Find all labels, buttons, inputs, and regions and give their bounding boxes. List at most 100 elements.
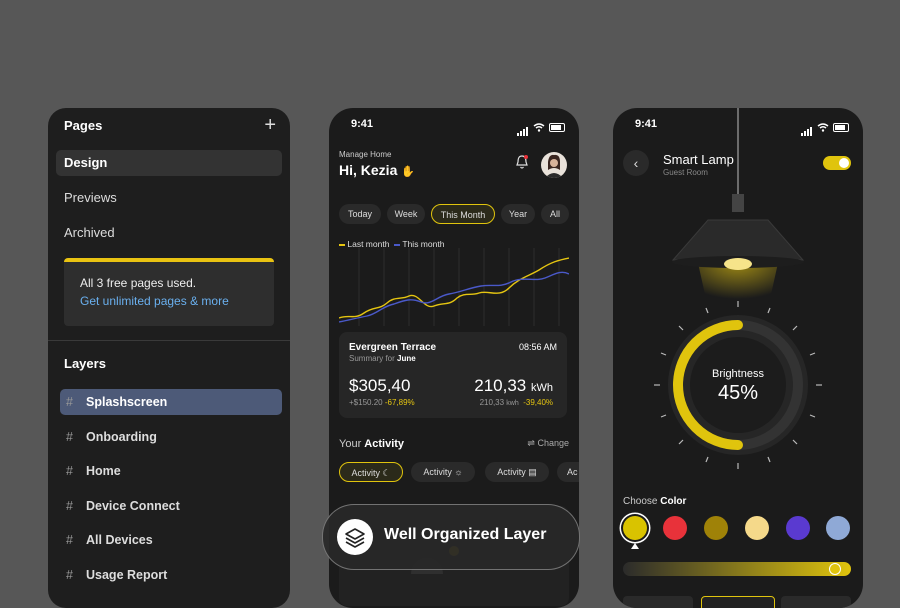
brightness-value: 45% [717, 382, 759, 404]
choose-color-label: Choose Color [623, 496, 687, 507]
frame-icon: # [66, 464, 73, 478]
sunrise-icon: ☼ [454, 467, 463, 477]
wifi-icon [817, 122, 829, 132]
chart-gridlines [358, 248, 560, 326]
layer-label: Splashscreen [86, 395, 168, 409]
energy-sub: 210,33 kwh -39,40% [479, 398, 553, 407]
activity-chip-2[interactable]: Activity ☼ [411, 462, 475, 482]
color-swatch-cream[interactable] [745, 516, 769, 540]
legend-last-month: Last month [347, 239, 390, 249]
status-time: 9:41 [635, 118, 658, 130]
color-intensity-slider[interactable] [623, 562, 851, 576]
page-item-design[interactable]: Design [56, 150, 282, 176]
well-organized-badge: Well Organized Layer [322, 504, 580, 570]
frame-icon: # [66, 568, 73, 582]
legend-this-month: This month [402, 239, 445, 249]
pages-panel: Pages + Design Previews Archived All 3 f… [48, 108, 290, 608]
battery-icon [549, 122, 565, 132]
frame-icon: # [66, 533, 73, 547]
wifi-icon [533, 122, 545, 132]
color-swatch-red[interactable] [663, 516, 687, 540]
lamp-title: Smart Lamp [663, 152, 734, 167]
layer-item-device-connect[interactable]: # Device Connect [60, 493, 282, 519]
lamp-phone: 9:41 ‹ Smart Lamp Guest Room [613, 108, 863, 608]
signal-icon [517, 118, 529, 136]
battery-icon [833, 122, 849, 132]
layer-label: Onboarding [86, 430, 157, 444]
card-time: 08:56 AM [518, 342, 557, 352]
status-time: 9:41 [351, 118, 374, 130]
layers-title: Layers [64, 356, 106, 371]
series-this-month-line [339, 271, 569, 323]
place-name: Evergreen Terrace [349, 342, 437, 353]
notification-bell-icon[interactable] [515, 154, 529, 170]
frame-icon: # [66, 430, 73, 444]
frame-icon: # [66, 499, 73, 513]
filter-all[interactable]: All [541, 204, 569, 224]
pages-title: Pages [64, 118, 103, 133]
change-button[interactable]: ⇌ Change [527, 438, 569, 448]
wave-icon: ✋ [401, 166, 415, 178]
color-swatch-purple[interactable] [786, 516, 810, 540]
selected-pointer-icon [631, 543, 639, 549]
mode-tab-2[interactable] [701, 596, 775, 608]
signal-icon [801, 118, 813, 136]
chart-legend: Last month This month [339, 239, 444, 249]
chevron-left-icon: ‹ [633, 155, 639, 171]
filter-this-month[interactable]: This Month [431, 204, 495, 224]
page-item-previews[interactable]: Previews [64, 190, 117, 205]
filter-today[interactable]: Today [339, 204, 381, 224]
activity-title: Your Activity [339, 438, 405, 450]
layer-item-all-devices[interactable]: # All Devices [60, 527, 282, 553]
color-swatch-olive[interactable] [704, 516, 728, 540]
divider [48, 340, 290, 341]
brightness-label: Brightness [712, 368, 764, 380]
badge-label: Well Organized Layer [384, 526, 547, 543]
color-swatch-blue[interactable] [826, 516, 850, 540]
notice-text: All 3 free pages used. [80, 276, 197, 290]
activity-chip-4[interactable]: Ac [557, 462, 579, 482]
mode-tab-1[interactable] [623, 596, 693, 608]
slider-handle[interactable] [829, 563, 841, 575]
layer-item-usage-report[interactable]: # Usage Report [60, 562, 282, 588]
lamp-illustration [671, 108, 805, 308]
brightness-dial[interactable] [651, 298, 825, 472]
cost-value: $305,40 [349, 376, 411, 395]
upgrade-notice: All 3 free pages used. Get unlimited pag… [64, 258, 274, 326]
mode-tab-3[interactable] [781, 596, 851, 608]
activity-chip-3[interactable]: Activity ▤ [485, 462, 549, 482]
room-label: Guest Room [663, 168, 708, 177]
add-page-icon[interactable]: + [264, 114, 276, 136]
dial-ticks [654, 301, 822, 469]
upgrade-link[interactable]: Get unlimited pages & more [80, 294, 229, 308]
energy-value: 210,33 kWh [474, 376, 553, 395]
cost-sub: +$150.20 -67,89% [349, 398, 415, 407]
summary-label: Summary for June [349, 354, 416, 363]
page-item-archived[interactable]: Archived [64, 225, 115, 240]
usage-chart [339, 248, 569, 326]
book-icon: ▤ [528, 467, 537, 477]
activity-chip-1[interactable]: Activity ☾ [339, 462, 403, 482]
layer-label: Home [86, 464, 121, 478]
layer-item-splashscreen[interactable]: # Splashscreen [60, 389, 282, 415]
layer-item-home[interactable]: # Home [60, 458, 282, 484]
filter-year[interactable]: Year [501, 204, 535, 224]
layers-icon [337, 519, 373, 555]
greeting: Hi, Kezia ✋ [339, 162, 415, 178]
layer-label: Usage Report [86, 568, 168, 582]
moon-icon: ☾ [382, 468, 391, 478]
summary-card: Evergreen Terrace 08:56 AM Summary for J… [339, 332, 567, 418]
series-last-month-line [339, 257, 569, 319]
legend-last-month-swatch [339, 243, 345, 246]
frame-icon: # [66, 395, 73, 409]
power-toggle[interactable] [823, 156, 851, 170]
back-button[interactable]: ‹ [623, 150, 649, 176]
sliders-icon: ⇌ [527, 438, 535, 448]
avatar[interactable] [541, 152, 567, 178]
layer-item-onboarding[interactable]: # Onboarding [60, 424, 282, 450]
brightness-arc [673, 320, 743, 450]
layer-label: All Devices [86, 533, 153, 547]
filter-week[interactable]: Week [387, 204, 425, 224]
color-swatch-yellow[interactable] [623, 516, 647, 540]
toggle-knob [839, 158, 849, 168]
